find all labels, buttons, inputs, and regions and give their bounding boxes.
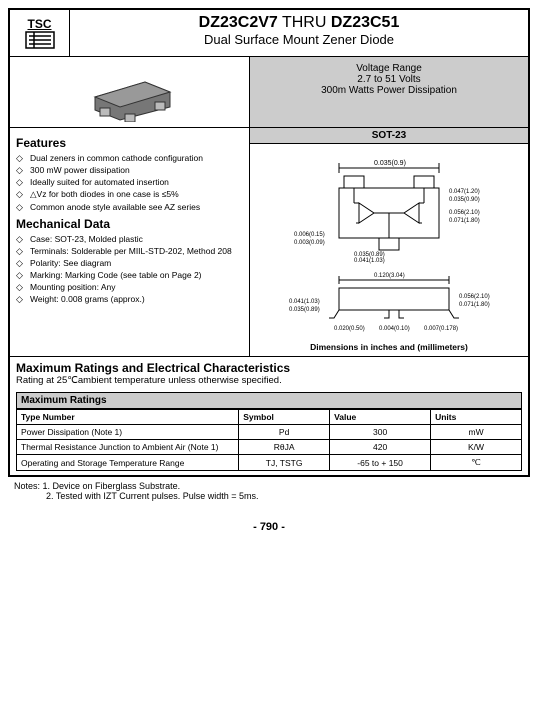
col-units: Units <box>431 410 522 425</box>
thru-text: THRU <box>278 14 331 31</box>
product-image-cell <box>10 57 250 127</box>
col-type: Type Number <box>17 410 239 425</box>
table-row: Thermal Resistance Junction to Ambient A… <box>17 440 522 455</box>
svg-text:0.007(0.178): 0.007(0.178) <box>424 326 458 332</box>
cell: K/W <box>431 440 522 455</box>
features-list: Dual zeners in common cathode configurat… <box>16 152 243 213</box>
svg-text:0.120(3.04): 0.120(3.04) <box>374 273 405 279</box>
note-2: 2. Tested with IZT Current pulses. Pulse… <box>14 491 530 501</box>
cell: RθJA <box>239 440 330 455</box>
list-item: Case: SOT-23, Molded plastic <box>16 233 243 245</box>
logo-icon <box>25 31 55 49</box>
package-label: SOT-23 <box>250 128 528 144</box>
svg-text:0.071(1.80): 0.071(1.80) <box>459 302 490 308</box>
list-item: Weight: 0.008 grams (approx.) <box>16 293 243 305</box>
part-to: DZ23C51 <box>331 14 399 31</box>
vrange-line1: Voltage Range <box>256 63 522 74</box>
cell: -65 to + 150 <box>330 455 431 471</box>
page-number: - 790 - <box>8 521 530 533</box>
cell: mW <box>431 425 522 440</box>
mechanical-title: Mechanical Data <box>16 217 243 231</box>
dimensions-caption: Dimensions in inches and (millimeters) <box>254 342 524 352</box>
logo: TSC <box>15 14 65 52</box>
cell: Thermal Resistance Junction to Ambient A… <box>17 440 239 455</box>
svg-text:0.006(0.15): 0.006(0.15) <box>294 232 325 238</box>
svg-text:0.071(1.80): 0.071(1.80) <box>449 218 480 224</box>
cell: Power Dissipation (Note 1) <box>17 425 239 440</box>
table-row: Power Dissipation (Note 1) Pd 300 mW <box>17 425 522 440</box>
svg-text:0.020(0.50): 0.020(0.50) <box>334 326 365 332</box>
page-title: DZ23C2V7 THRU DZ23C51 <box>74 14 524 32</box>
part-from: DZ23C2V7 <box>199 14 278 31</box>
col-symbol: Symbol <box>239 410 330 425</box>
product-image <box>75 62 185 122</box>
cell: TJ, TSTG <box>239 455 330 471</box>
vrange-line3: 300m Watts Power Dissipation <box>256 85 522 96</box>
title-cell: DZ23C2V7 THRU DZ23C51 Dual Surface Mount… <box>70 10 528 56</box>
list-item: △Vz for both diodes in one case is ≤5% <box>16 188 243 201</box>
svg-text:0.041(1.03): 0.041(1.03) <box>289 299 320 305</box>
logo-text: TSC <box>28 17 52 31</box>
list-item-text: Terminals: Solderable per MIIL-STD-202, … <box>30 246 232 256</box>
logo-cell: TSC <box>10 10 70 56</box>
diagram-cell: SOT-23 0.035(0.9) <box>250 128 528 356</box>
list-item: Marking: Marking Code (see table on Page… <box>16 269 243 281</box>
cell: Operating and Storage Temperature Range <box>17 455 239 471</box>
ratings-table: Type Number Symbol Value Units Power Dis… <box>16 409 522 471</box>
list-item: Terminals: Solderable per MIIL-STD-202, … <box>16 245 243 257</box>
list-item: Common anode style available see AZ seri… <box>16 201 243 213</box>
svg-text:0.035(0.89): 0.035(0.89) <box>289 307 320 313</box>
notes-block: Notes: 1. Device on Fiberglass Substrate… <box>8 481 530 501</box>
list-item: Dual zeners in common cathode configurat… <box>16 152 243 164</box>
table-row: Operating and Storage Temperature Range … <box>17 455 522 471</box>
svg-text:0.035(0.9): 0.035(0.9) <box>374 160 406 167</box>
max-ratings-title: Maximum Ratings and Electrical Character… <box>16 361 522 375</box>
cell: Pd <box>239 425 330 440</box>
features-title: Features <box>16 136 243 150</box>
max-ratings-label: Maximum Ratings <box>16 392 522 409</box>
svg-text:0.003(0.09): 0.003(0.09) <box>294 240 325 246</box>
package-top-diagram: 0.035(0.9) 0.047(1.20) 0.035(0.90) 0.056… <box>259 148 519 268</box>
voltage-range-box: Voltage Range 2.7 to 51 Volts 300m Watts… <box>250 57 528 127</box>
cell: 420 <box>330 440 431 455</box>
svg-text:0.035(0.90): 0.035(0.90) <box>449 197 480 203</box>
cell: 300 <box>330 425 431 440</box>
max-ratings-subtitle: Rating at 25℃ambient temperature unless … <box>16 375 522 386</box>
svg-text:0.041(1.03): 0.041(1.03) <box>354 258 385 264</box>
col-value: Value <box>330 410 431 425</box>
mechanical-list: Case: SOT-23, Molded plastic Terminals: … <box>16 233 243 305</box>
svg-text:0.056(2.10): 0.056(2.10) <box>459 294 490 300</box>
left-text-cell: Features Dual zeners in common cathode c… <box>10 128 250 356</box>
svg-text:0.004(0.10): 0.004(0.10) <box>379 326 410 332</box>
list-item: 300 mW power dissipation <box>16 164 243 176</box>
max-ratings-section: Maximum Ratings and Electrical Character… <box>10 357 528 475</box>
svg-text:0.047(1.20): 0.047(1.20) <box>449 189 480 195</box>
list-item: Polarity: See diagram <box>16 257 243 269</box>
note-1: Notes: 1. Device on Fiberglass Substrate… <box>14 481 530 491</box>
svg-text:0.035(0.89): 0.035(0.89) <box>354 252 385 258</box>
subtitle: Dual Surface Mount Zener Diode <box>74 32 524 47</box>
table-row: Type Number Symbol Value Units <box>17 410 522 425</box>
list-item: Ideally suited for automated insertion <box>16 176 243 188</box>
svg-text:0.056(2.10): 0.056(2.10) <box>449 210 480 216</box>
cell: ℃ <box>431 455 522 471</box>
list-item: Mounting position: Any <box>16 281 243 293</box>
package-side-diagram: 0.120(3.04) 0.041(1.03) 0.035(0.89) 0.02… <box>259 268 519 338</box>
vrange-line2: 2.7 to 51 Volts <box>256 74 522 85</box>
